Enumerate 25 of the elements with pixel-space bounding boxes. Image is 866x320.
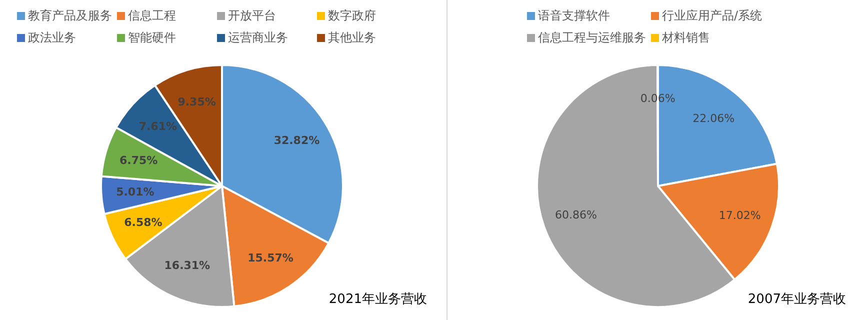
- text: 2021年业务营收: [328, 292, 427, 307]
- legend-label: 数字政府: [328, 8, 376, 22]
- text: 2007年业务营收: [748, 292, 846, 307]
- data-label: 15.57%: [248, 251, 294, 264]
- data-label: 16.31%: [164, 258, 210, 272]
- legend-label: 行业应用产品/系统: [662, 8, 762, 22]
- data-label: 6.75%: [120, 154, 158, 167]
- legend-label: 材料销售: [661, 30, 710, 44]
- data-label: 32.82%: [274, 134, 320, 148]
- data-label: 7.61%: [138, 120, 177, 133]
- legend-label: 智能硬件: [128, 30, 176, 44]
- legend-label: 信息工程: [128, 8, 176, 22]
- legend-label: 政法业务: [28, 30, 76, 44]
- legend-label: 信息工程与运维服务: [538, 30, 646, 44]
- legend-label: 教育产品及服务: [28, 8, 112, 22]
- data-label: 5.01%: [116, 186, 154, 199]
- data-label: 60.86%: [555, 208, 597, 222]
- data-label: 17.02%: [718, 208, 761, 222]
- legend-label: 其他业务: [328, 30, 376, 44]
- legend-label: 开放平台: [228, 8, 276, 22]
- data-label: 9.35%: [178, 96, 216, 109]
- data-label: 6.58%: [124, 216, 162, 230]
- legend-label: 语音支撑软件: [538, 8, 610, 22]
- data-label: 22.06%: [692, 112, 735, 125]
- legend-label: 运营商业务: [228, 30, 288, 44]
